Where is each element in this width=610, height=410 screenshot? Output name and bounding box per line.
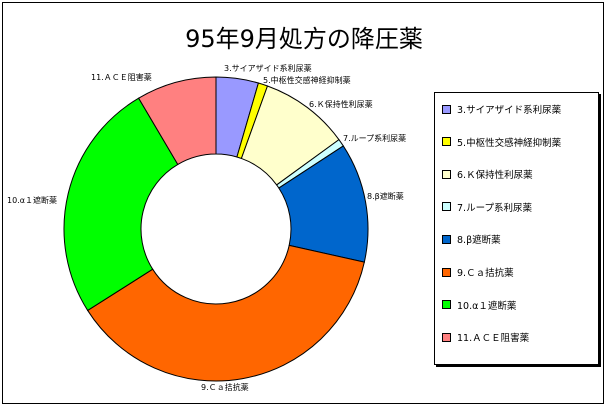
legend-label: 11.ＡＣＥ阻害薬 (457, 333, 530, 345)
chart-title: 95年9月処方の降圧薬 (185, 25, 423, 53)
legend-item: 10.α１遮断薬 (442, 298, 516, 312)
slice-label-4: 7.ループ系利尿薬 (343, 133, 406, 143)
slice-label-5: 8.β遮断薬 (367, 191, 404, 201)
donut-slice-8 (137, 76, 217, 166)
legend-label: 8.β遮断薬 (457, 235, 501, 247)
legend-swatch (442, 169, 451, 179)
legend-label: 10.α１遮断薬 (457, 300, 517, 312)
donut-slice-7 (63, 97, 179, 312)
legend-item: 8.β遮断薬 (442, 232, 501, 246)
legend-item: 11.ＡＣＥ阻害薬 (442, 330, 529, 344)
slice-label-1: 3.サイアザイド系利尿薬 (224, 63, 312, 73)
legend-item: 6.Ｋ保持性利尿薬 (442, 167, 533, 181)
legend-swatch (442, 267, 451, 277)
legend-swatch (442, 234, 451, 244)
legend-label: 5.中枢性交感神経抑制薬 (457, 137, 562, 149)
legend-item: 7.ループ系利尿薬 (442, 200, 532, 214)
legend-swatch (442, 332, 451, 342)
legend-swatch (442, 104, 451, 114)
slice-label-6: 9.Ｃａ拮抗薬 (201, 382, 249, 392)
legend-label: 6.Ｋ保持性利尿薬 (457, 170, 533, 182)
legend-swatch (442, 300, 451, 310)
legend: 3.サイアザイド系利尿薬 5.中枢性交感神経抑制薬 6.Ｋ保持性利尿薬 7.ループ系利… (434, 92, 599, 365)
slice-label-2: 5.中枢性交感神経抑制薬 (263, 75, 351, 85)
slice-label-8: 11.ＡＣＥ阻害薬 (91, 72, 152, 82)
legend-swatch (442, 202, 451, 212)
chart-frame: 95年9月処方の降圧薬 3.サイアザイド系利尿薬 5.中枢性交感神経抑制薬 6.Ｋ保… (2, 2, 604, 404)
legend-swatch (442, 137, 451, 147)
legend-label: 7.ループ系利尿薬 (457, 202, 532, 214)
donut-chart: 3.サイアザイド系利尿薬 5.中枢性交感神経抑制薬 6.Ｋ保持性利尿薬 7.ループ系利… (7, 63, 406, 392)
slice-label-7: 10.α１遮断薬 (7, 195, 57, 205)
donut-slice-6 (86, 244, 365, 382)
slice-label-3: 6.Ｋ保持性利尿薬 (309, 99, 373, 109)
legend-label: 3.サイアザイド系利尿薬 (457, 105, 562, 116)
legend-item: 9.Ｃａ拮抗薬 (442, 265, 514, 279)
legend-item: 3.サイアザイド系利尿薬 (442, 102, 561, 116)
legend-label: 9.Ｃａ拮抗薬 (457, 268, 514, 279)
legend-item: 5.中枢性交感神経抑制薬 (442, 135, 561, 149)
